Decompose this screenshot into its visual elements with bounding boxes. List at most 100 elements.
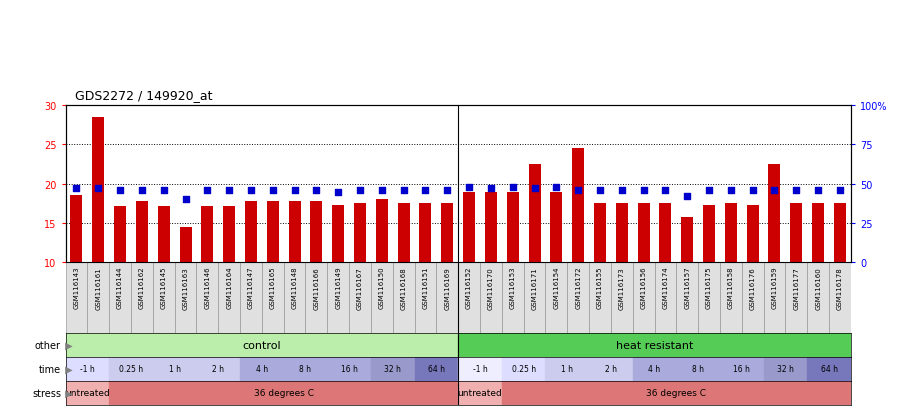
Bar xyxy=(437,263,458,333)
Text: GSM116161: GSM116161 xyxy=(96,266,101,309)
Bar xyxy=(109,357,153,381)
Point xyxy=(505,184,520,191)
Bar xyxy=(501,263,523,333)
Text: GSM116163: GSM116163 xyxy=(183,266,188,309)
Text: GSM116178: GSM116178 xyxy=(837,266,843,309)
Text: -1 h: -1 h xyxy=(80,364,95,373)
Bar xyxy=(109,381,458,405)
Text: other: other xyxy=(35,340,61,350)
Bar xyxy=(545,357,589,381)
Bar xyxy=(725,204,737,263)
Text: GSM116160: GSM116160 xyxy=(815,266,821,309)
Point xyxy=(91,185,106,192)
Text: 2 h: 2 h xyxy=(605,364,617,373)
Text: 1 h: 1 h xyxy=(168,364,180,373)
Bar xyxy=(632,357,676,381)
Text: GSM116162: GSM116162 xyxy=(139,266,145,309)
Point xyxy=(353,187,368,194)
Bar xyxy=(523,263,545,333)
Text: GSM116164: GSM116164 xyxy=(226,266,232,309)
Bar xyxy=(720,263,742,333)
Text: GSM116172: GSM116172 xyxy=(575,266,581,309)
Point xyxy=(244,187,258,194)
Point xyxy=(549,184,563,191)
Bar xyxy=(354,204,366,263)
Bar xyxy=(66,333,458,357)
Bar xyxy=(572,149,584,263)
Point xyxy=(833,187,847,194)
Text: GSM116151: GSM116151 xyxy=(422,266,429,309)
Bar xyxy=(632,263,654,333)
Point xyxy=(419,187,433,194)
Point xyxy=(723,187,738,194)
Point xyxy=(571,187,585,194)
Bar xyxy=(245,202,257,263)
Point xyxy=(483,185,498,192)
Text: GSM116168: GSM116168 xyxy=(400,266,407,309)
Point xyxy=(811,187,825,194)
Bar xyxy=(529,165,541,263)
Text: GSM116145: GSM116145 xyxy=(161,266,167,309)
Point xyxy=(636,187,651,194)
Bar xyxy=(153,357,197,381)
Text: GSM116159: GSM116159 xyxy=(772,266,777,309)
Text: control: control xyxy=(243,340,281,350)
Bar xyxy=(415,357,458,381)
Bar xyxy=(92,117,105,263)
Point xyxy=(789,187,804,194)
Bar xyxy=(136,202,147,263)
Text: ▶: ▶ xyxy=(62,388,73,398)
Bar xyxy=(589,357,632,381)
Text: heat resistant: heat resistant xyxy=(616,340,693,350)
Text: -1 h: -1 h xyxy=(472,364,488,373)
Bar xyxy=(223,206,235,263)
Bar xyxy=(441,204,453,263)
Text: 16 h: 16 h xyxy=(340,364,358,373)
Bar xyxy=(201,206,213,263)
Text: GDS2272 / 149920_at: GDS2272 / 149920_at xyxy=(75,89,212,102)
Text: GSM116169: GSM116169 xyxy=(444,266,450,309)
Bar xyxy=(153,263,175,333)
Bar xyxy=(175,263,197,333)
Point xyxy=(309,187,324,194)
Bar xyxy=(485,192,497,263)
Bar xyxy=(288,202,300,263)
Point xyxy=(680,193,694,200)
Bar xyxy=(703,205,715,263)
Text: GSM116170: GSM116170 xyxy=(488,266,494,309)
Text: GSM116177: GSM116177 xyxy=(794,266,799,309)
Text: ▶: ▶ xyxy=(62,340,73,350)
Text: 36 degrees C: 36 degrees C xyxy=(254,388,314,397)
Text: 0.25 h: 0.25 h xyxy=(511,364,536,373)
Text: 0.25 h: 0.25 h xyxy=(119,364,143,373)
Bar xyxy=(660,204,672,263)
Point xyxy=(767,187,782,194)
Bar xyxy=(420,204,431,263)
Text: GSM116154: GSM116154 xyxy=(553,266,560,309)
Point xyxy=(288,187,302,194)
Text: GSM116143: GSM116143 xyxy=(74,266,79,309)
Bar xyxy=(131,263,153,333)
Bar xyxy=(197,263,218,333)
Bar xyxy=(611,263,632,333)
Text: GSM116175: GSM116175 xyxy=(706,266,712,309)
Bar xyxy=(589,263,611,333)
Point xyxy=(745,187,760,194)
Text: 4 h: 4 h xyxy=(256,364,268,373)
Bar xyxy=(807,263,829,333)
Bar xyxy=(458,333,851,357)
Bar xyxy=(769,165,781,263)
Point xyxy=(69,185,84,192)
Bar xyxy=(463,192,475,263)
Bar xyxy=(458,263,480,333)
Bar xyxy=(458,357,501,381)
Text: ▶: ▶ xyxy=(62,364,73,374)
Point xyxy=(375,187,389,194)
Bar xyxy=(567,263,589,333)
Text: 1 h: 1 h xyxy=(561,364,573,373)
Text: GSM116150: GSM116150 xyxy=(379,266,385,309)
Bar xyxy=(415,263,437,333)
Bar xyxy=(834,204,846,263)
Bar xyxy=(458,381,501,405)
Point xyxy=(658,187,672,194)
